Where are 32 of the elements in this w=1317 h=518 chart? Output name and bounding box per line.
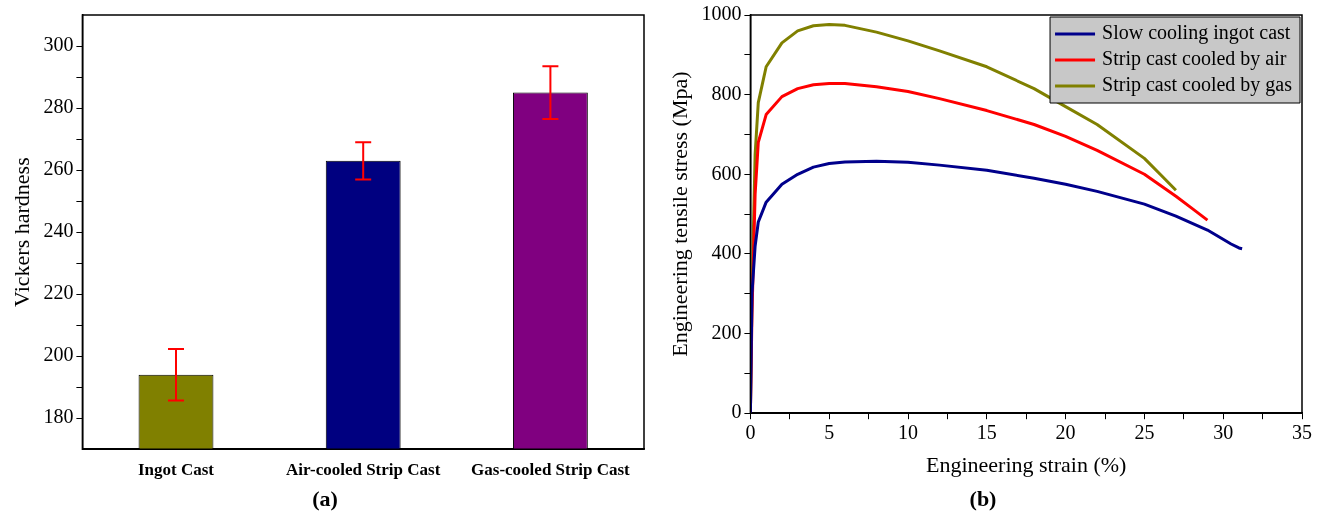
y-tick-label: 220 [43,281,74,304]
text: (b) [969,486,997,512]
x-tick-label: Ingot Cast [137,459,215,479]
x-tick-label: 20 [1055,421,1076,444]
y-tick-label: 0 [731,400,742,423]
x-tick-label: 35 [1292,421,1312,444]
x-tick-label: Air-cooled Strip Cast [286,459,441,479]
y-tick-label: 200 [711,320,742,343]
y-axis-title: Vickers hardness [8,157,34,307]
x-tick-label: 30 [1213,421,1234,444]
x-tick-label: 15 [976,421,997,444]
legend-label: Strip cast cooled by gas [1102,73,1293,97]
x-tick-label: 0 [745,421,756,444]
y-tick-label: 240 [43,219,74,242]
legend-label: Strip cast cooled by air [1102,47,1287,71]
y-tick-label: 300 [43,33,74,56]
legend-label: Slow cooling ingot cast [1102,21,1291,45]
y-tick-label: 600 [711,161,742,184]
y-tick-label: 260 [43,157,74,180]
y-tick-label: 280 [43,95,74,118]
y-tick-label: 1000 [701,2,742,25]
y-tick-label: 800 [711,81,742,104]
y-tick-label: 180 [43,405,74,428]
x-tick-label: 10 [898,421,918,444]
x-tick-label: 5 [824,421,835,444]
x-tick-label: 25 [1134,421,1155,444]
text: (a) [312,486,338,512]
y-tick-label: 200 [43,343,74,366]
y-tick-label: 400 [711,241,742,264]
y-axis-title: Engineering tensile stress (Mpa) [666,71,692,357]
x-axis-title: Engineering strain (%) [926,452,1127,478]
x-tick-label: Gas-cooled Strip Cast [471,459,631,479]
